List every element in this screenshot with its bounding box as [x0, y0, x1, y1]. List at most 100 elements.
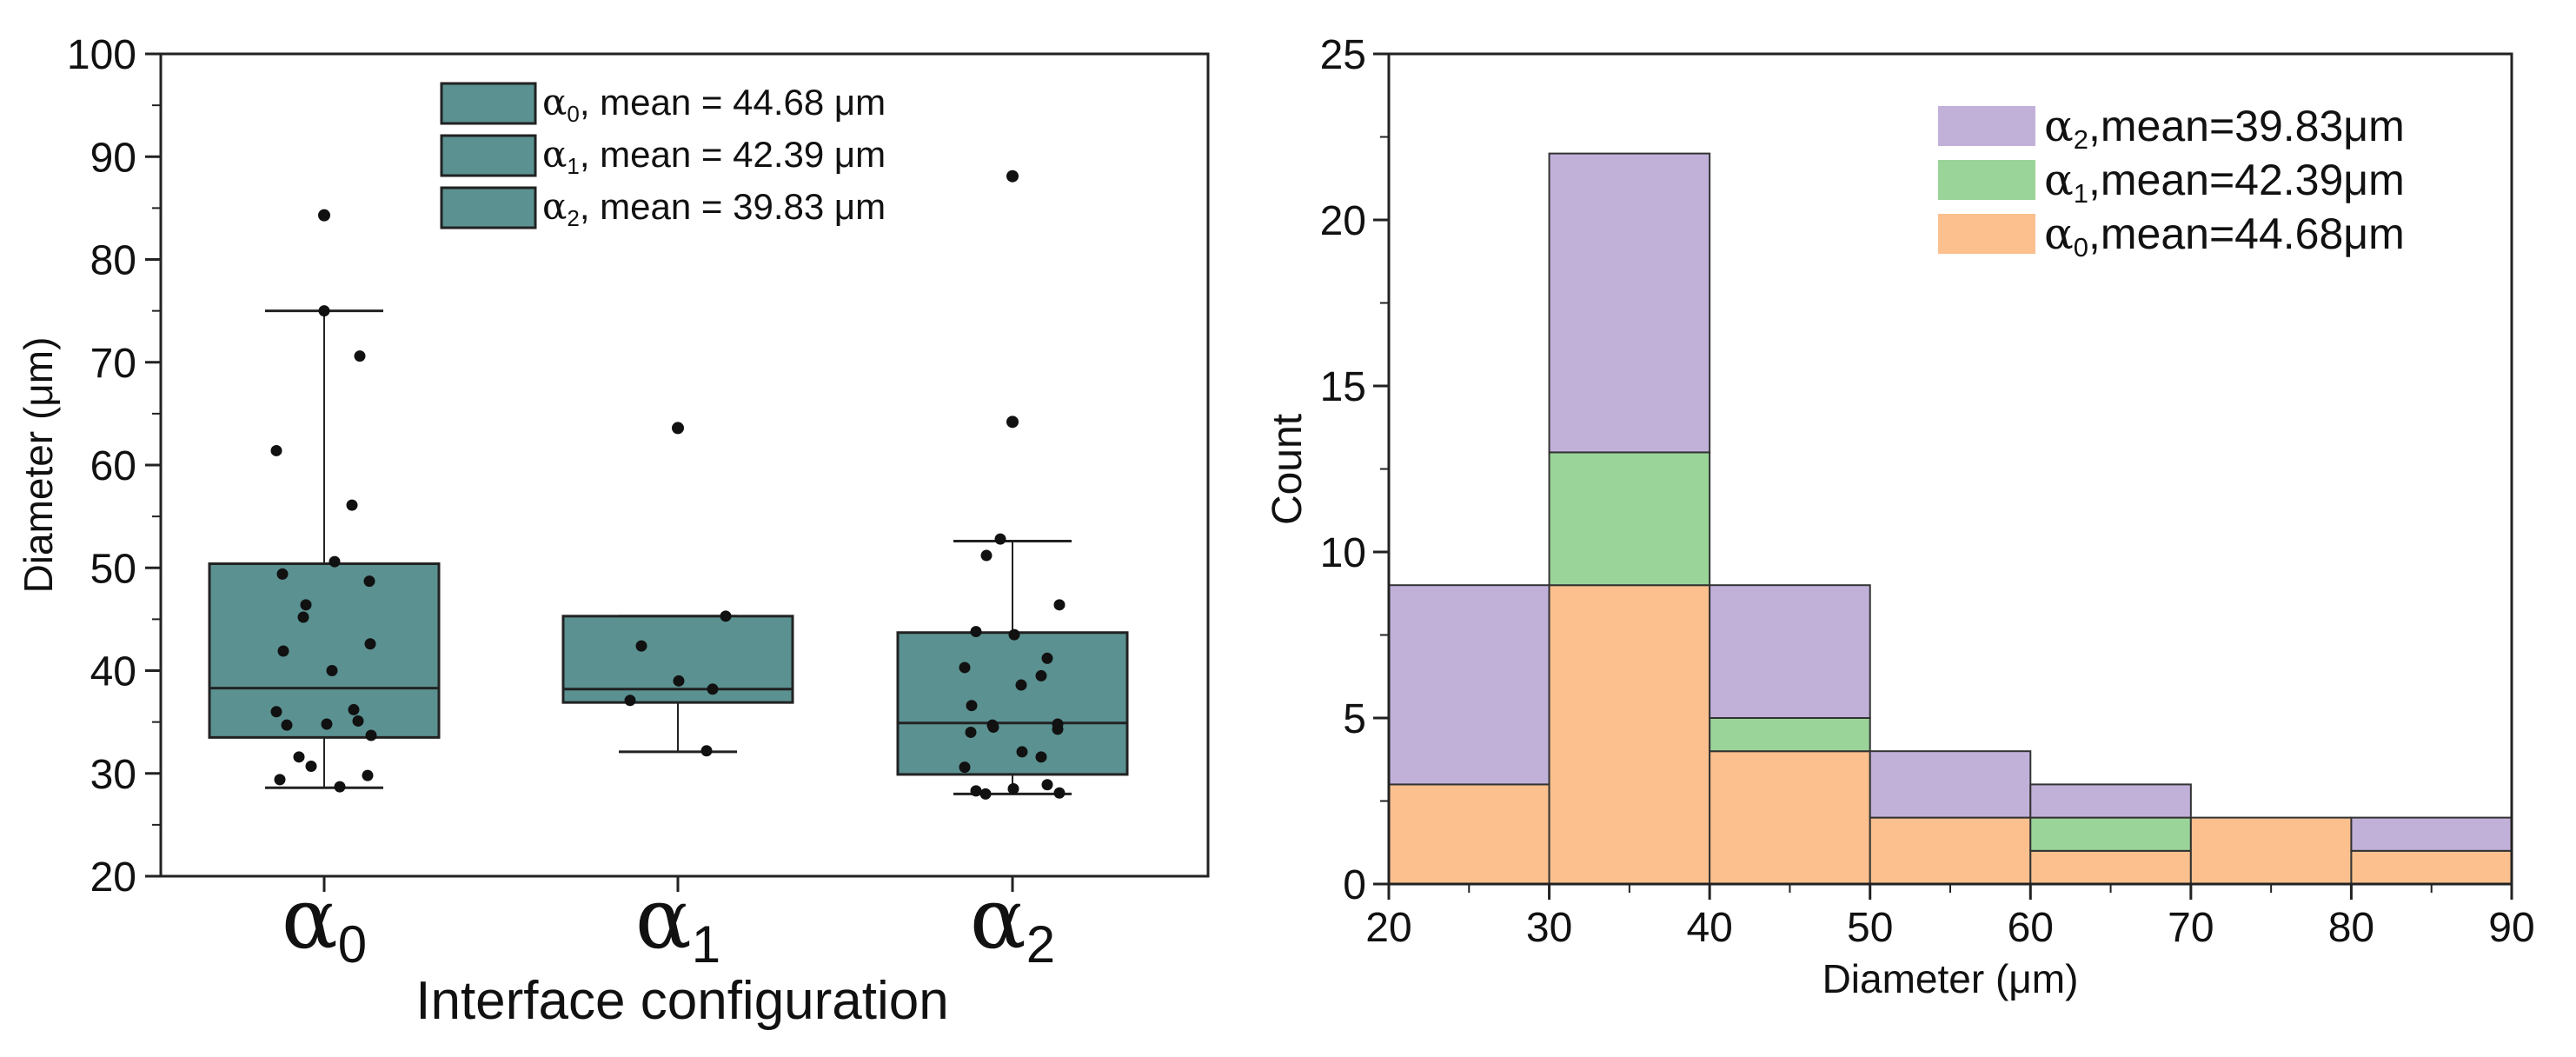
histogram-legend-label: α2,mean=39.83μm — [2044, 101, 2405, 155]
histogram-legend-label: α1,mean=42.39μm — [2044, 155, 2405, 209]
histogram-y-tick-label: 5 — [1343, 696, 1366, 742]
histogram-chart: 0 5 10 15 20 25 20 30 40 50 60 70 80 90 α2,mean=39.8… — [1265, 32, 2535, 1001]
histogram-bar — [1869, 750, 2032, 819]
box-data-point — [270, 444, 282, 456]
histogram-bar — [2029, 816, 2192, 852]
box-group — [208, 209, 441, 793]
histogram-bars — [1388, 152, 2513, 886]
box-data-point — [348, 703, 360, 715]
box-data-point — [1052, 723, 1064, 735]
box-data-point — [1041, 652, 1053, 664]
histogram-bar — [2350, 849, 2513, 885]
box-data-point — [994, 533, 1006, 545]
box-y-axis-label: Diameter (μm) — [16, 337, 61, 594]
box-outlier-point — [1006, 170, 1019, 183]
box-data-point — [707, 683, 719, 695]
histogram-legend-swatch — [1938, 160, 2035, 200]
histogram-legend-swatch — [1938, 214, 2035, 254]
box-data-point — [980, 549, 993, 562]
box-data-point — [326, 665, 338, 676]
box-outlier-point — [672, 422, 684, 435]
box-legend-swatch — [440, 134, 537, 177]
box-iqr — [208, 562, 441, 739]
histogram-y-tick-label: 15 — [1320, 364, 1366, 410]
histogram-y-tick-label: 20 — [1320, 198, 1366, 244]
box-y-tick-label: 50 — [90, 546, 136, 592]
histogram-x-axis-label: Diameter (μm) — [1822, 956, 2079, 1001]
histogram-x-tick-label: 40 — [1686, 905, 1732, 951]
histogram-y-axis-label: Count — [1265, 414, 1311, 525]
histogram-bar — [1869, 816, 2032, 885]
box-x-tick-label: α0 — [282, 870, 367, 974]
box-data-point — [979, 788, 992, 800]
box-y-tick-label: 90 — [90, 135, 136, 181]
box-data-point — [624, 695, 636, 707]
box-legend-swatch — [440, 186, 537, 229]
box-data-point — [362, 769, 374, 781]
box-data-point — [970, 785, 982, 797]
box-y-tick-label: 40 — [90, 649, 136, 695]
histogram-legend-label: α0,mean=44.68μm — [2044, 209, 2405, 263]
box-data-point — [1041, 779, 1053, 791]
box-data-point — [293, 751, 305, 763]
histogram-y-axis: 0 5 10 15 20 25 — [1320, 32, 1389, 908]
histogram-legend-swatch — [1938, 106, 2035, 146]
histogram-x-tick-label: 60 — [2008, 905, 2054, 951]
histogram-bar — [1709, 584, 1871, 720]
box-data-point — [334, 781, 346, 793]
box-data-point — [673, 675, 685, 687]
box-group — [561, 422, 794, 757]
box-data-point — [700, 745, 713, 757]
box-data-point — [270, 706, 282, 718]
box-data-point — [965, 726, 977, 738]
box-iqr — [896, 631, 1129, 776]
box-legend-label: α0, mean = 44.68 μm — [542, 81, 886, 127]
histogram-y-tick-label: 0 — [1343, 862, 1366, 908]
box-data-point — [1015, 679, 1027, 691]
box-data-point — [276, 568, 289, 580]
box-plot-chart: 20 30 40 50 60 70 80 90 100 α0 α1 α2 α0, mean = 44… — [16, 32, 1210, 1031]
histogram-x-tick-label: 50 — [1847, 905, 1893, 951]
box-y-tick-label: 100 — [67, 32, 136, 78]
box-legend: α0, mean = 44.68 μm α1, mean = 42.39 μm α2… — [440, 81, 886, 231]
box-data-point — [966, 700, 978, 712]
box-data-point — [1007, 782, 1019, 794]
box-data-point — [352, 715, 364, 727]
histogram-bar — [2029, 783, 2192, 819]
box-data-point — [329, 555, 341, 568]
histogram-bar — [1548, 451, 1711, 587]
box-legend-label: α2, mean = 39.83 μm — [542, 185, 886, 231]
box-data-point — [363, 575, 375, 588]
box-x-tick-label: α1 — [635, 870, 720, 974]
box-groups — [208, 170, 1129, 800]
histogram-x-tick-label: 90 — [2488, 905, 2534, 951]
histogram-bar — [1388, 584, 1550, 786]
box-legend-swatch — [440, 82, 537, 125]
box-data-point — [274, 774, 286, 786]
box-y-tick-label: 80 — [90, 238, 136, 284]
histogram-bar — [1388, 783, 1550, 886]
box-x-axis: α0 α1 α2 — [282, 870, 1055, 974]
box-data-point — [318, 305, 330, 317]
box-x-axis-label: Interface configuration — [415, 971, 949, 1031]
histogram-x-tick-label: 20 — [1365, 905, 1411, 951]
box-data-point — [346, 499, 358, 511]
box-data-point — [321, 718, 333, 730]
histogram-y-tick-label: 10 — [1320, 530, 1366, 576]
box-data-point — [1016, 746, 1028, 758]
histogram-legend: α2,mean=39.83μmα1,mean=42.39μmα0,mean=44… — [1938, 101, 2405, 263]
box-y-axis: 20 30 40 50 60 70 80 90 100 — [67, 32, 161, 901]
histogram-bar — [2350, 816, 2513, 852]
box-data-point — [635, 640, 647, 652]
histogram-bar — [1548, 152, 1711, 454]
box-data-point — [1053, 599, 1066, 611]
histogram-x-tick-label: 80 — [2328, 905, 2374, 951]
box-data-point — [1035, 669, 1047, 681]
box-data-point — [277, 645, 289, 657]
histogram-x-axis: 20 30 40 50 60 70 80 90 — [1365, 884, 2535, 951]
box-data-point — [970, 626, 982, 638]
box-y-tick-label: 20 — [90, 854, 136, 901]
box-data-point — [959, 661, 971, 674]
box-data-point — [305, 760, 317, 772]
